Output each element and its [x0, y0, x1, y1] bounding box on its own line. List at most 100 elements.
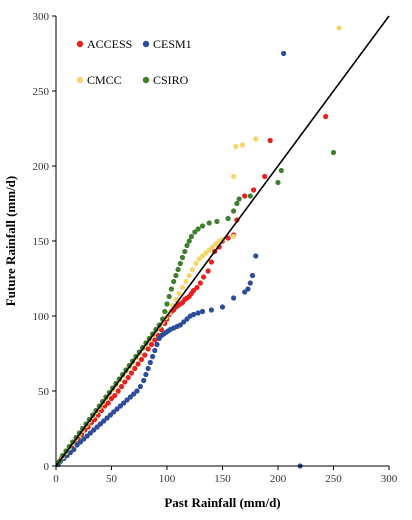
data-point-cesm1: [247, 280, 253, 286]
data-point-csiro: [330, 149, 337, 156]
data-point-csiro: [195, 226, 201, 232]
data-point-csiro: [175, 266, 181, 273]
data-point-access: [201, 274, 207, 280]
data-point-cesm1: [242, 289, 248, 295]
legend-label-cmcc: CMCC: [87, 73, 122, 87]
data-point-cesm1: [81, 436, 87, 442]
data-point-csiro: [275, 179, 281, 186]
data-point-cmcc: [213, 241, 219, 247]
series-cesm1: [55, 50, 303, 469]
data-point-cesm1: [231, 295, 237, 301]
marks-layer: [55, 25, 342, 469]
data-point-access: [145, 346, 151, 352]
data-point-cesm1: [97, 421, 103, 427]
data-point-cmcc: [179, 284, 186, 291]
data-point-cesm1: [145, 365, 151, 372]
data-point-csiro: [186, 238, 192, 244]
legend: ACCESS CESM1 CMCC CSIRO: [76, 37, 192, 87]
data-point-csiro: [168, 286, 174, 292]
data-point-csiro: [173, 272, 179, 279]
data-point-cmcc: [193, 260, 199, 267]
data-point-cesm1: [195, 310, 201, 316]
data-point-cesm1: [281, 50, 287, 57]
data-point-cesm1: [114, 406, 120, 412]
legend-marker-cesm1: [142, 40, 150, 48]
data-point-cesm1: [104, 415, 110, 421]
data-point-csiro: [179, 254, 186, 261]
data-point-cesm1: [124, 397, 130, 403]
data-point-cmcc: [233, 143, 239, 150]
data-point-csiro: [184, 242, 190, 249]
data-point-cesm1: [91, 427, 97, 433]
data-point-csiro: [164, 301, 170, 307]
y-tick-label: 250: [33, 86, 50, 98]
data-point-access: [148, 341, 155, 348]
data-point-access: [205, 268, 211, 274]
data-point-csiro: [234, 200, 240, 207]
y-axis-title: Future Rainfall (mm/d): [3, 176, 18, 306]
data-point-cmcc: [189, 266, 196, 273]
data-point-cesm1: [199, 308, 206, 315]
data-point-access: [242, 193, 248, 199]
x-tick-label: 50: [106, 473, 118, 485]
data-point-cesm1: [143, 371, 149, 378]
legend-marker-cmcc: [76, 76, 84, 84]
data-point-access: [225, 235, 231, 241]
data-point-cesm1: [134, 388, 140, 394]
data-point-cmcc: [336, 25, 342, 31]
data-point-cmcc: [239, 142, 246, 148]
data-point-cesm1: [249, 272, 256, 279]
data-point-cesm1: [147, 359, 153, 366]
legend-label-csiro: CSIRO: [153, 73, 189, 87]
data-point-cesm1: [121, 400, 127, 406]
data-point-cmcc: [253, 136, 259, 142]
data-point-cmcc: [203, 250, 209, 256]
data-point-access: [152, 337, 158, 343]
data-point-cesm1: [177, 322, 183, 328]
data-point-csiro: [247, 193, 253, 199]
data-point-cmcc: [209, 244, 216, 250]
data-point-cesm1: [181, 319, 187, 325]
ticks-layer: 0 50 100 150 200 250 300 0 50 100 150 200 250 300: [33, 11, 398, 485]
data-point-access: [128, 370, 135, 376]
data-point-access: [323, 113, 329, 120]
data-point-cesm1: [77, 439, 83, 445]
data-point-cesm1: [219, 304, 226, 310]
data-point-access: [118, 383, 125, 390]
data-point-cesm1: [117, 403, 123, 409]
x-tick-label: 250: [325, 473, 342, 485]
one-to-one-reference-line: [55, 15, 390, 467]
data-point-access: [122, 379, 128, 385]
data-point-access: [262, 173, 268, 180]
data-point-csiro: [278, 167, 284, 174]
data-point-cesm1: [245, 286, 251, 292]
data-point-access: [197, 280, 203, 286]
data-point-access: [251, 187, 257, 193]
data-point-cmcc: [199, 253, 206, 259]
y-tick-label: 200: [33, 161, 50, 173]
y-tick-label: 50: [38, 386, 50, 398]
data-point-cesm1: [111, 409, 117, 415]
data-point-access: [115, 388, 121, 394]
data-point-cesm1: [141, 377, 147, 384]
x-tick-label: 150: [214, 473, 231, 485]
data-point-cesm1: [87, 430, 93, 436]
data-point-cesm1: [107, 412, 113, 418]
legend-entry-cesm1: CESM1: [142, 37, 192, 51]
x-tick-label: 0: [53, 473, 59, 485]
legend-marker-csiro: [142, 76, 150, 84]
data-point-cesm1: [131, 391, 137, 397]
data-point-csiro: [171, 278, 177, 285]
data-point-access: [132, 365, 138, 372]
data-point-cesm1: [150, 353, 156, 360]
data-point-csiro: [162, 308, 168, 315]
data-point-cesm1: [94, 424, 100, 430]
data-point-cesm1: [191, 311, 197, 318]
data-point-cmcc: [173, 296, 179, 303]
data-point-csiro: [177, 260, 183, 267]
data-point-cmcc: [231, 233, 237, 240]
data-point-cesm1: [184, 316, 190, 322]
data-point-access: [191, 287, 197, 294]
data-point-cesm1: [127, 394, 133, 400]
